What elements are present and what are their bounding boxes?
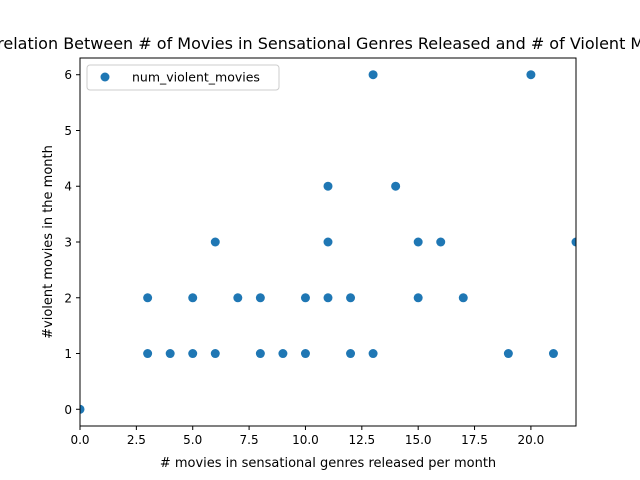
data-points <box>80 70 576 414</box>
data-point <box>436 237 446 247</box>
data-point <box>255 293 265 303</box>
x-tick-label: 0.0 <box>70 433 89 447</box>
data-point <box>255 349 265 359</box>
legend-marker <box>100 72 110 82</box>
x-tick-label: 15.0 <box>405 433 432 447</box>
data-point <box>346 293 356 303</box>
x-tick-label: 10.0 <box>292 433 319 447</box>
data-point <box>80 404 85 414</box>
legend-box <box>86 64 280 91</box>
data-point <box>188 293 198 303</box>
data-point <box>300 293 310 303</box>
data-point <box>143 349 153 359</box>
data-point <box>503 349 513 359</box>
legend-label: num_violent_movies <box>132 70 260 85</box>
data-point <box>458 293 468 303</box>
y-tick-label: 3 <box>64 236 72 250</box>
data-point <box>323 237 333 247</box>
data-point <box>413 293 423 303</box>
y-axis-ticks: 0 1 2 3 4 5 6 <box>64 68 80 417</box>
data-point <box>210 349 220 359</box>
data-point <box>300 349 310 359</box>
x-tick-label: 17.5 <box>461 433 488 447</box>
x-axis-ticks: 0.0 2.5 5.0 7.5 10.0 12.5 15.0 17.5 20.0 <box>70 426 544 447</box>
y-tick-label: 4 <box>64 180 72 194</box>
data-point <box>368 70 378 80</box>
y-axis-label: #violent movies in the month <box>41 145 56 339</box>
legend: num_violent_movies <box>86 64 280 91</box>
x-tick-label: 5.0 <box>183 433 202 447</box>
data-point <box>278 349 288 359</box>
x-tick-label: 2.5 <box>127 433 146 447</box>
data-point <box>323 293 333 303</box>
data-point <box>210 237 220 247</box>
data-point <box>391 181 401 191</box>
x-axis-label: # movies in sensational genres released … <box>160 456 496 471</box>
data-point <box>571 237 576 247</box>
y-tick-label: 6 <box>64 68 72 82</box>
data-point <box>143 293 153 303</box>
y-tick-label: 5 <box>64 124 72 138</box>
data-point <box>165 349 175 359</box>
data-point <box>323 181 333 191</box>
x-tick-label: 12.5 <box>348 433 375 447</box>
data-point <box>233 293 243 303</box>
y-tick-label: 0 <box>64 403 72 417</box>
y-tick-label: 1 <box>64 347 72 361</box>
data-point <box>413 237 423 247</box>
data-point <box>188 349 198 359</box>
x-tick-label: 20.0 <box>518 433 545 447</box>
data-point <box>526 70 536 80</box>
chart-title: Correlation Between # of Movies in Sensa… <box>0 34 640 53</box>
data-point <box>346 349 356 359</box>
data-point <box>548 349 558 359</box>
y-tick-label: 2 <box>64 291 72 305</box>
data-point <box>368 349 378 359</box>
x-tick-label: 7.5 <box>240 433 259 447</box>
